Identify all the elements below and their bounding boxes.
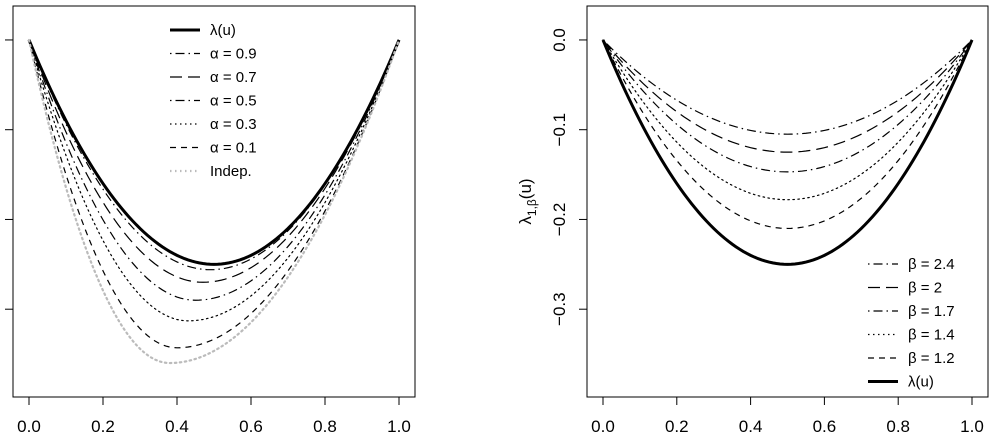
y-tick-label: −0.3 — [550, 292, 569, 326]
y-axis-label: λ1,β(u) — [516, 178, 539, 224]
legend-label: β = 1.2 — [908, 350, 955, 367]
series-line — [28, 39, 400, 322]
legend-label: α = 0.5 — [210, 93, 257, 110]
x-tick-label: 1.0 — [960, 417, 984, 436]
series-line — [601, 39, 974, 266]
x-tick-label: 0.0 — [17, 417, 41, 436]
plot-frame — [586, 5, 989, 398]
legend-label: α = 0.9 — [210, 46, 257, 63]
series-line — [28, 39, 400, 301]
y-tick-label: −0.2 — [550, 203, 569, 237]
x-tick-label: 0.6 — [813, 417, 837, 436]
series-line — [28, 39, 400, 283]
plot-frame — [12, 5, 416, 398]
x-tick-label: 1.0 — [387, 417, 411, 436]
legend-label: β = 2 — [908, 280, 942, 297]
legend-label: α = 0.1 — [210, 140, 257, 157]
x-tick-label: 0.4 — [165, 417, 189, 436]
series-line — [602, 39, 973, 153]
x-tick-label: 0.8 — [313, 417, 337, 436]
legend-label: λ(u) — [908, 374, 934, 391]
series-line — [27, 39, 401, 266]
legend-label: β = 1.4 — [908, 327, 955, 344]
series-line — [602, 39, 973, 201]
x-tick-label: 0.4 — [739, 417, 763, 436]
y-tick-label: 0.0 — [550, 28, 569, 52]
series-line — [28, 39, 400, 349]
left-panel: 0.0 0.2 0.4 0.6 0.8 1.0 λ(u) α = 0.9 α = 0.7 α = … — [5, 5, 416, 436]
legend-label: α = 0.7 — [210, 69, 257, 86]
y-tick-label: −0.1 — [550, 113, 569, 147]
legend-label: α = 0.3 — [210, 116, 257, 133]
x-tick-label: 0.0 — [591, 417, 615, 436]
x-tick-label: 0.2 — [91, 417, 115, 436]
x-tick-label: 0.2 — [665, 417, 689, 436]
right-panel: 0.0 0.2 0.4 0.6 0.8 1.0 0.0 −0.1 −0.2 −0.3 λ1,β(u)… — [516, 5, 989, 436]
legend-label: β = 2.4 — [908, 256, 955, 273]
x-tick-label: 0.6 — [239, 417, 263, 436]
series-line — [28, 39, 400, 271]
legend-label: β = 1.7 — [908, 303, 955, 320]
series-line — [602, 39, 973, 173]
x-tick-label: 0.8 — [886, 417, 910, 436]
series-line — [27, 38, 401, 365]
series-line — [602, 39, 973, 230]
series-line — [602, 39, 973, 135]
legend-label: Indep. — [210, 163, 252, 180]
legend-label: λ(u) — [210, 22, 236, 39]
